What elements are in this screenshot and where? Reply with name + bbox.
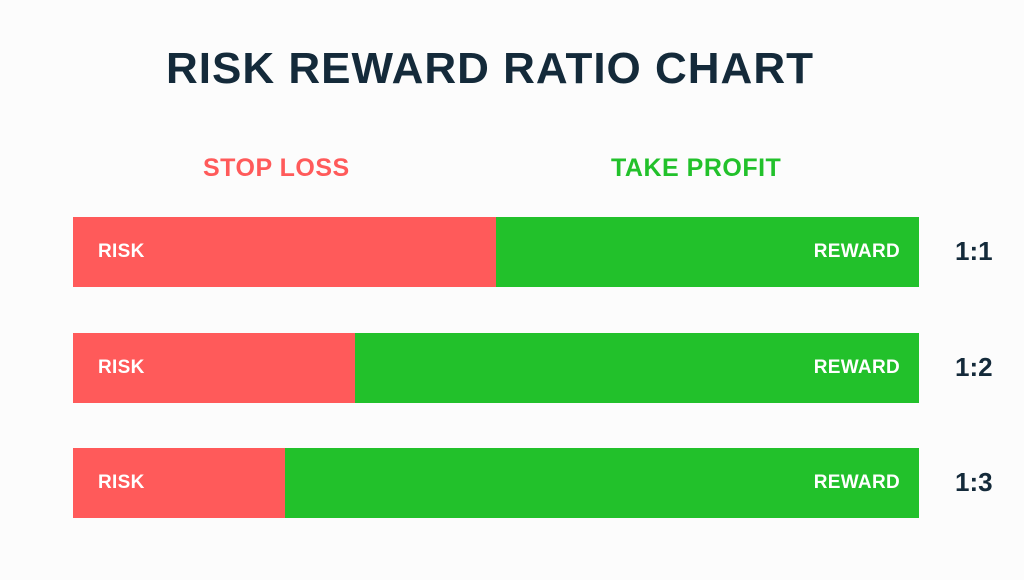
risk-segment: RISK (73, 448, 285, 518)
ratio-label-1-2: 1:2 (955, 352, 993, 382)
ratio-bar-1-3: RISK REWARD (73, 448, 919, 518)
ratio-bar-1-1: RISK REWARD (73, 217, 919, 287)
risk-segment: RISK (73, 217, 496, 287)
take-profit-header: TAKE PROFIT (611, 154, 782, 182)
ratio-label-1-3: 1:3 (955, 467, 993, 497)
risk-segment: RISK (73, 333, 355, 403)
chart-title: RISK REWARD RATIO CHART (166, 44, 814, 93)
ratio-bar-1-2: RISK REWARD (73, 333, 919, 403)
ratio-label-1-1: 1:1 (955, 236, 993, 266)
reward-segment: REWARD (496, 217, 919, 287)
stop-loss-header: STOP LOSS (203, 154, 350, 182)
reward-segment: REWARD (355, 333, 919, 403)
reward-segment: REWARD (284, 448, 919, 518)
